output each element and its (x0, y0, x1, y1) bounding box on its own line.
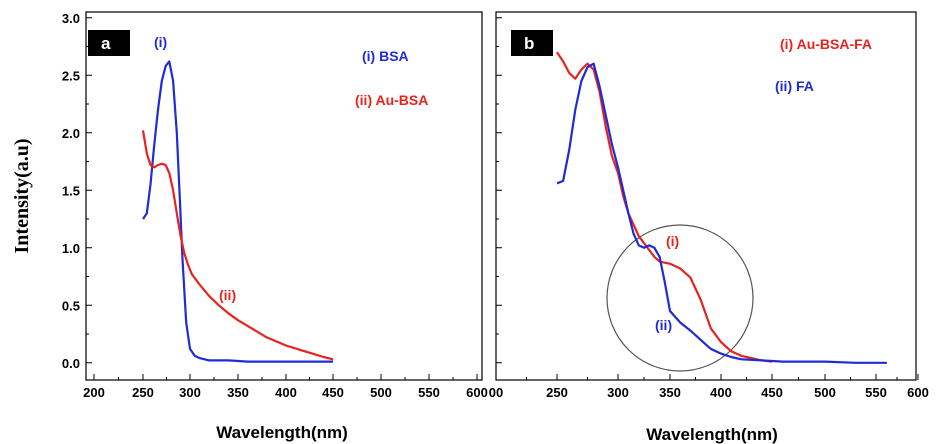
panel-a-series (141, 60, 334, 363)
x-tick-label: 550 (865, 385, 887, 400)
panel-b-frame (495, 11, 917, 381)
x-tick-label: 200 (83, 385, 105, 400)
series-line-b-2 (556, 62, 887, 364)
panel-b-ticks: 00 250 300 350 400 450 500 550 600 (489, 17, 929, 400)
label-a-series-2: (ii) (219, 287, 236, 303)
panel-a-tag-box (88, 30, 130, 56)
x-tick-label: 600 (907, 385, 929, 400)
panel-b-xlabel: Wavelength(nm) (646, 425, 778, 444)
x-tick-label: 250 (546, 385, 568, 400)
panel-b-series (556, 51, 887, 364)
label-b-series-1: (i) (666, 233, 679, 249)
panel-a: a 200 250 300 350 400 450 500 550 600 0.0 0.5 1.0 1.… (11, 11, 488, 442)
x-tick-label: 600 (466, 385, 488, 400)
y-tick-label: 1.5 (62, 183, 80, 198)
highlight-circle (606, 224, 754, 372)
x-tick-label: 250 (132, 385, 154, 400)
x-tick-label: 00 (489, 385, 503, 400)
x-tick-label: 400 (275, 385, 297, 400)
y-tick-label: 3.0 (62, 11, 80, 26)
x-tick-label: 300 (179, 385, 201, 400)
label-a-series-1: (i) (154, 34, 167, 50)
series-line-a-2 (141, 130, 334, 361)
x-tick-label: 400 (710, 385, 732, 400)
y-tick-label: 0.5 (62, 298, 80, 313)
series-line-b-1 (556, 51, 773, 363)
x-tick-label: 500 (370, 385, 392, 400)
series-line-a-1 (142, 60, 333, 363)
legend-b-series-1: (i) Au-BSA-FA (780, 36, 872, 52)
legend-b-series-2: (ii) FA (775, 78, 814, 94)
panel-a-ylabel: Intensity(a.u) (11, 138, 33, 253)
legend-a-series-1: (i) BSA (362, 48, 409, 64)
legend-a-series-2: (ii) Au-BSA (355, 92, 428, 108)
x-tick-label: 300 (607, 385, 629, 400)
panel-a-xlabel: Wavelength(nm) (216, 423, 348, 442)
x-tick-label: 450 (322, 385, 344, 400)
y-tick-label: 1.0 (62, 241, 80, 256)
panel-a-ticks: 200 250 300 350 400 450 500 550 600 0.0 0.5 1.0 1.5 2… (62, 11, 488, 400)
x-tick-label: 350 (659, 385, 681, 400)
x-tick-label: 450 (761, 385, 783, 400)
panel-b-tag-box (511, 30, 553, 56)
x-tick-label: 550 (418, 385, 440, 400)
x-tick-label: 350 (227, 385, 249, 400)
panel-b: b 00 250 300 350 400 450 500 550 600 Wavelength(… (489, 11, 929, 444)
panel-b-tag: b (524, 34, 534, 53)
y-tick-label: 2.5 (62, 68, 80, 83)
x-tick-label: 500 (814, 385, 836, 400)
panel-a-tag: a (101, 34, 111, 53)
label-b-series-2: (ii) (655, 317, 672, 333)
y-tick-label: 2.0 (62, 126, 80, 141)
panel-a-frame (85, 11, 483, 381)
y-tick-label: 0.0 (62, 356, 80, 371)
